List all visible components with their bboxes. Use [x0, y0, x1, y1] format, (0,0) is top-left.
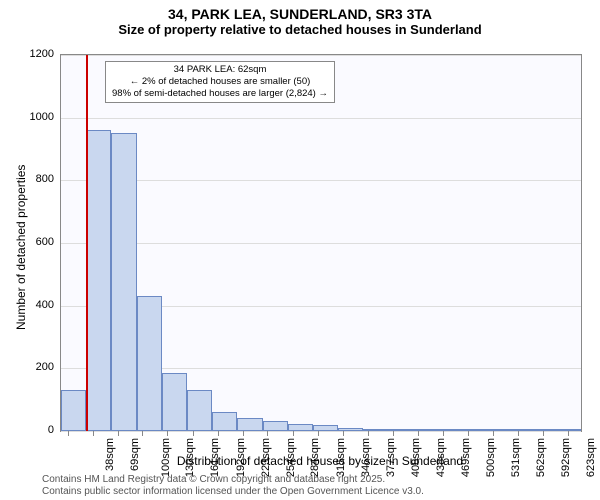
histogram-bar: [111, 133, 136, 431]
chart-title: 34, PARK LEA, SUNDERLAND, SR3 3TA: [0, 0, 600, 22]
y-tick-label: 400: [0, 299, 54, 311]
histogram-bar: [212, 412, 237, 431]
y-tick-labels: 020040060080010001200: [0, 54, 54, 430]
chart-container: 34, PARK LEA, SUNDERLAND, SR3 3TA Size o…: [0, 0, 600, 500]
annotation-line-2: ← 2% of detached houses are smaller (50): [112, 76, 328, 88]
footer-text: Contains HM Land Registry data © Crown c…: [42, 474, 424, 498]
plot-area: 34 PARK LEA: 62sqm ← 2% of detached hous…: [60, 54, 582, 432]
histogram-bar: [338, 428, 363, 431]
gridline-h: [61, 55, 581, 56]
histogram-bar: [237, 418, 262, 431]
histogram-bar: [288, 424, 313, 431]
histogram-bar: [187, 390, 212, 431]
chart-subtitle: Size of property relative to detached ho…: [0, 22, 600, 37]
gridline-h: [61, 118, 581, 119]
y-tick-label: 200: [0, 361, 54, 373]
annotation-line-1: 34 PARK LEA: 62sqm: [112, 64, 328, 76]
annotation-box: 34 PARK LEA: 62sqm ← 2% of detached hous…: [105, 61, 335, 103]
histogram-bar: [263, 421, 288, 431]
reference-line: [86, 55, 88, 431]
y-tick-label: 1200: [0, 48, 54, 60]
histogram-bar: [162, 373, 187, 431]
x-tick-labels: 38sqm69sqm100sqm130sqm161sqm192sqm223sqm…: [60, 432, 580, 446]
histogram-bar: [86, 130, 111, 431]
gridline-h: [61, 243, 581, 244]
y-tick-label: 1000: [0, 111, 54, 123]
gridline-h: [61, 180, 581, 181]
x-axis-label: Distribution of detached houses by size …: [60, 454, 580, 468]
histogram-bar: [61, 390, 86, 431]
y-tick-label: 600: [0, 236, 54, 248]
y-tick-label: 800: [0, 173, 54, 185]
histogram-bar: [137, 296, 162, 431]
footer-line-2: Contains public sector information licen…: [42, 486, 424, 498]
y-tick-label: 0: [0, 424, 54, 436]
histogram-bar: [313, 425, 338, 431]
annotation-line-3: 98% of semi-detached houses are larger (…: [112, 88, 328, 100]
x-tick-label: 623sqm: [585, 438, 597, 477]
footer-line-1: Contains HM Land Registry data © Crown c…: [42, 474, 424, 486]
histogram-bar: [363, 429, 388, 431]
